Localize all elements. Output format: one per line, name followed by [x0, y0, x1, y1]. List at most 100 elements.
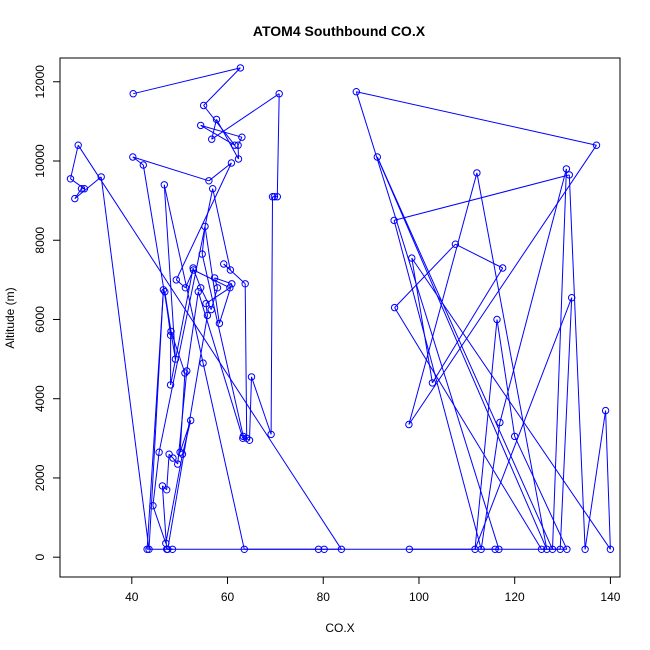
data-point — [166, 331, 175, 339]
x-tick-label: 80 — [317, 590, 331, 604]
data-point — [275, 90, 283, 98]
series-segment — [201, 253, 244, 437]
data-point — [194, 288, 203, 296]
data-point — [226, 284, 234, 292]
data-point — [181, 284, 190, 292]
data-point — [601, 406, 610, 415]
data-point — [548, 545, 557, 553]
data-point — [236, 64, 245, 72]
data-point — [80, 185, 89, 193]
data-point — [212, 115, 221, 124]
series-segment — [394, 307, 542, 550]
data-point — [129, 90, 137, 98]
data-point — [592, 141, 601, 149]
data-point — [234, 155, 243, 163]
series-segment — [146, 289, 164, 550]
data-point — [239, 434, 247, 442]
series-segment — [77, 144, 342, 550]
series-segment — [237, 136, 243, 146]
series-co-x — [66, 64, 615, 553]
series-segment — [177, 370, 188, 465]
series-segment — [455, 243, 503, 269]
data-point — [205, 177, 213, 185]
data-point — [405, 420, 413, 429]
data-point — [606, 545, 615, 553]
data-point — [568, 294, 576, 302]
data-point — [77, 185, 86, 193]
data-point — [149, 502, 157, 510]
x-axis: 40 60 80 100 120 140 — [125, 577, 621, 604]
series-segment — [133, 67, 241, 95]
data-point — [208, 135, 216, 143]
data-point — [203, 311, 212, 320]
data-point — [267, 430, 275, 439]
data-point — [228, 280, 236, 288]
data-point — [243, 434, 251, 442]
y-tick-label: 10000 — [33, 144, 47, 178]
series-segment — [172, 457, 179, 465]
data-point — [581, 545, 589, 553]
data-point — [174, 460, 182, 468]
series-segment — [200, 287, 212, 310]
series-segment — [186, 291, 199, 372]
series-segment — [568, 174, 586, 550]
data-point — [201, 222, 209, 231]
data-point — [66, 175, 75, 183]
data-point — [234, 141, 242, 149]
data-point — [495, 545, 503, 553]
data-point — [199, 101, 208, 110]
data-point — [197, 284, 205, 292]
series-segment — [170, 267, 194, 385]
series-segment — [474, 319, 498, 550]
x-tick-label: 100 — [409, 590, 429, 604]
data-point — [565, 171, 573, 179]
series-segment — [514, 436, 568, 550]
series-segment — [100, 176, 150, 550]
data-point — [165, 450, 173, 458]
x-tick-label: 60 — [221, 590, 235, 604]
data-point — [247, 373, 256, 381]
series-segment — [376, 156, 553, 550]
data-point — [390, 216, 398, 225]
y-tick-label: 8000 — [33, 227, 47, 254]
data-point — [97, 173, 105, 181]
series-segment — [170, 331, 186, 374]
data-point — [493, 315, 501, 324]
data-point — [172, 276, 181, 284]
data-point — [207, 305, 215, 314]
series-segment — [394, 243, 456, 308]
data-point — [199, 359, 207, 367]
series-segment — [132, 156, 210, 182]
series-segment — [163, 184, 204, 364]
series-segment — [411, 257, 611, 550]
series-segment — [559, 297, 573, 550]
series-segment — [355, 91, 500, 550]
data-point — [320, 545, 328, 553]
data-point — [227, 159, 236, 167]
y-tick-label: 6000 — [33, 306, 47, 333]
series-segment — [132, 156, 144, 166]
y-tick-label: 0 — [33, 554, 47, 561]
series-segment — [158, 188, 214, 453]
data-point — [537, 545, 546, 553]
series-segment — [411, 258, 433, 383]
data-point — [160, 181, 169, 189]
series-segment — [142, 164, 176, 360]
data-point — [451, 240, 460, 248]
series-segment — [496, 319, 516, 437]
data-point — [543, 545, 551, 553]
data-point — [556, 545, 564, 553]
series-segment — [161, 485, 168, 550]
plot-frame — [59, 57, 621, 578]
y-axis: 0 2000 4000 6000 8000 10000 12000 — [33, 65, 60, 561]
data-point — [202, 299, 210, 308]
data-point — [74, 141, 82, 149]
series-segment — [408, 172, 478, 425]
series-segment — [202, 362, 245, 550]
data-point — [511, 432, 519, 441]
data-point — [158, 482, 167, 490]
data-point — [405, 545, 414, 553]
series-segment — [165, 454, 183, 544]
